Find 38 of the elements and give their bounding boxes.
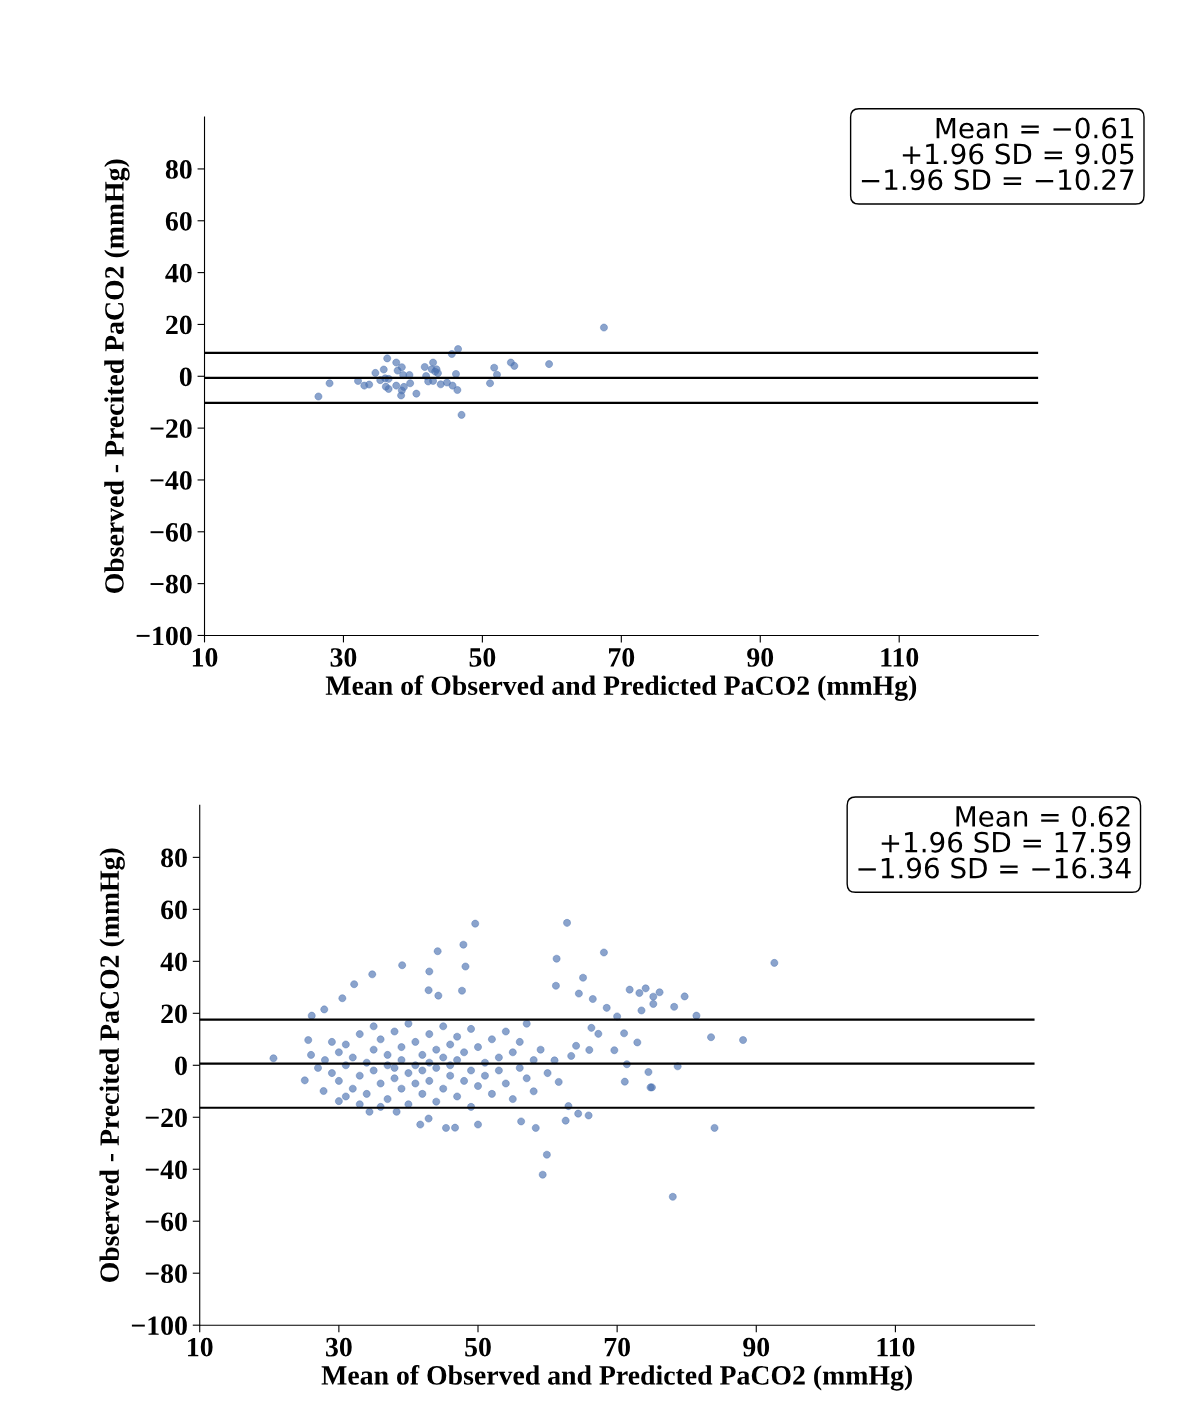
y-tick-label: 0 [179, 367, 192, 387]
x-axis-title: Mean of Observed and Predicted PaCO2 (mmHg) [321, 1364, 912, 1391]
x-tick-label: 30 [326, 1337, 352, 1357]
x-tick-label: 50 [465, 1337, 491, 1357]
x-tick-label: 110 [877, 1337, 915, 1357]
y-tick-label: 80 [165, 160, 192, 179]
y-axis-title: Observed - Precited PaCO2 (mmHg) [99, 848, 125, 1282]
x-tick-label: 90 [747, 648, 774, 667]
y-tick-label: −20 [150, 419, 192, 439]
x-tick-label: 110 [881, 648, 919, 667]
y-tick-label: −100 [136, 626, 192, 646]
x-tick-label: 30 [330, 648, 357, 667]
y-tick-label: 20 [166, 315, 192, 335]
y-tick-label: −40 [150, 471, 192, 490]
x-tick-label: 70 [604, 1337, 630, 1357]
x-tick-label: 10 [188, 1337, 213, 1357]
x-tick-label: 10 [192, 648, 218, 667]
y-tick-label: −60 [145, 1212, 187, 1232]
y-tick-label: −20 [145, 1108, 187, 1128]
y-tick-label: −40 [145, 1160, 187, 1180]
y-tick-label: 60 [165, 211, 192, 231]
x-tick-label: 70 [609, 648, 635, 667]
y-tick-label: 40 [160, 952, 187, 972]
y-tick-label: −60 [150, 522, 192, 542]
y-tick-label: 40 [165, 263, 192, 283]
y-tick-label: 20 [161, 1004, 187, 1024]
x-axis-title: Mean of Observed and Predicted PaCO2 (mmHg) [325, 675, 917, 701]
y-tick-label: 80 [161, 848, 187, 868]
y-tick-label: 60 [161, 900, 187, 920]
x-tick-label: 50 [469, 648, 496, 667]
annotation: Mean = 0.62 +1.96 SD = 17.59 −1.96 SD = −16.34 [858, 805, 1131, 879]
y-tick-label: −80 [145, 1264, 187, 1284]
annotation: Mean = −0.61 +1.96 SD = 9.05 −1.96 SD = −10.27 [861, 117, 1134, 191]
y-axis-title: Observed - Precited PaCO2 (mmHg) [104, 159, 130, 593]
y-tick-label: −100 [131, 1316, 187, 1336]
x-tick-label: 90 [743, 1337, 770, 1357]
y-tick-label: 0 [175, 1056, 187, 1076]
y-tick-label: −80 [150, 574, 192, 594]
